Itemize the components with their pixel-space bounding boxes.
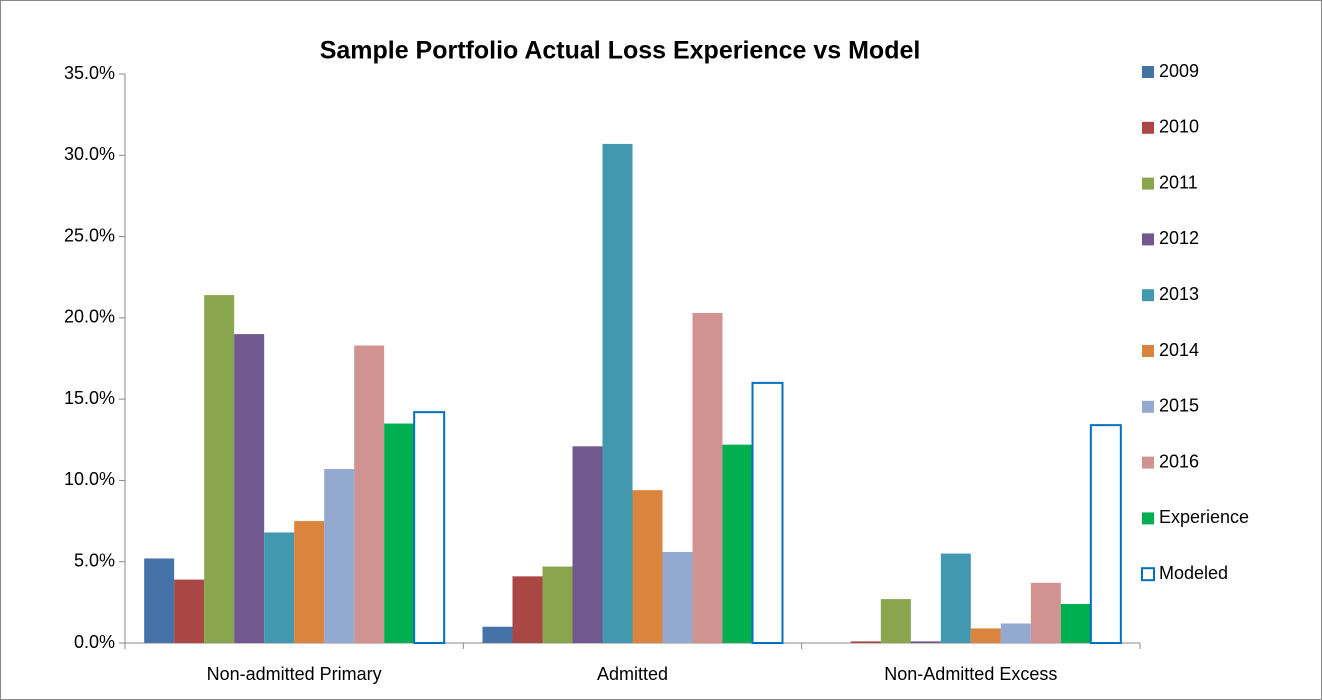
legend-label: 2013: [1159, 284, 1199, 304]
legend-swatch: [1142, 289, 1154, 302]
bar: [880, 599, 911, 643]
legend-swatch: [1142, 400, 1154, 413]
bar: [662, 551, 693, 643]
bar: [970, 628, 1001, 643]
legend-label: 2015: [1159, 396, 1199, 416]
bar: [294, 521, 325, 643]
bar: [751, 381, 784, 644]
bar: [850, 641, 881, 643]
bar: [384, 423, 415, 643]
legend-swatch: [1142, 66, 1154, 78]
bar: [234, 334, 265, 643]
bar: [1030, 582, 1061, 643]
legend-swatch: [1142, 345, 1154, 357]
legend-label: 2009: [1159, 61, 1199, 81]
legend-label: 2011: [1159, 172, 1198, 192]
bar: [413, 411, 446, 644]
legend-swatch: [1142, 512, 1154, 525]
y-tick-label: 20.0%: [64, 307, 115, 327]
y-tick-label: 35.0%: [64, 63, 115, 83]
y-tick-label: 10.0%: [64, 469, 115, 489]
legend-swatch: [1142, 121, 1154, 134]
chart-title: Sample Portfolio Actual Loss Experience …: [320, 37, 921, 65]
y-tick-label: 15.0%: [64, 388, 115, 408]
y-tick-label: 25.0%: [64, 225, 115, 245]
x-tick-label: Admitted: [597, 664, 668, 684]
bar: [722, 444, 753, 643]
bar: [354, 345, 385, 643]
bar: [482, 626, 513, 643]
y-tick-label: 5.0%: [74, 550, 115, 570]
bar: [174, 579, 205, 643]
bar: [542, 566, 573, 643]
bar: [512, 576, 543, 643]
x-tick-label: Non-admitted Primary: [207, 664, 382, 684]
bar: [1000, 623, 1031, 643]
legend-label: Experience: [1159, 507, 1249, 527]
bar: [602, 143, 633, 644]
legend-label: 2014: [1159, 340, 1199, 360]
legend-swatch: [1142, 233, 1154, 246]
bar: [324, 469, 355, 643]
legend-label: 2010: [1159, 117, 1199, 137]
legend-label: 2012: [1159, 228, 1199, 248]
x-tick-label: Non-Admitted Excess: [884, 664, 1057, 684]
bar: [692, 312, 723, 643]
bar: [572, 446, 603, 643]
bar: [1060, 603, 1091, 643]
legend-label: 2016: [1159, 451, 1199, 471]
bar: [1089, 424, 1122, 645]
legend-swatch: [1141, 567, 1155, 582]
legend-swatch: [1142, 456, 1154, 469]
legend-swatch: [1142, 177, 1154, 190]
legend-label: Modeled: [1159, 563, 1228, 583]
y-tick-label: 0.0%: [74, 632, 115, 652]
bar: [264, 532, 295, 643]
bar: [940, 553, 971, 643]
bar: [910, 641, 941, 643]
bar: [144, 558, 175, 643]
bar: [632, 490, 663, 643]
y-tick-label: 30.0%: [64, 144, 115, 164]
bar: [204, 295, 235, 643]
